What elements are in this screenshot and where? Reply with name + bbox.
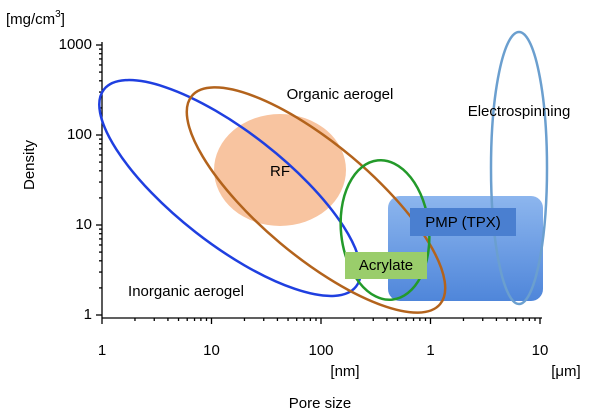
y-tick-label: 1 — [84, 306, 92, 323]
region-label: Inorganic aerogel — [128, 283, 244, 300]
region-label: RF — [270, 163, 290, 180]
organic-region — [185, 86, 447, 314]
x-tick-label: 1 — [426, 342, 434, 359]
x-tick-label: 100 — [308, 342, 333, 359]
rf-region — [214, 114, 346, 226]
pmp-label-box — [410, 208, 516, 236]
x-unit: [μm] — [551, 363, 580, 380]
x-unit: [nm] — [330, 363, 359, 380]
y-axis-label: Density — [21, 139, 38, 190]
acrylate-label-box — [345, 252, 427, 279]
axes: 1000 100 10 1 1 10 100 1 10 — [59, 36, 549, 359]
region-label: Electrospinning — [468, 103, 571, 120]
x-tick-label: 10 — [532, 342, 549, 359]
region-label: PMP (TPX) — [425, 214, 501, 231]
x-tick-label: 1 — [98, 342, 106, 359]
inorganic-region — [98, 78, 362, 298]
y-tick-label: 10 — [75, 216, 92, 233]
y-tick-label: 100 — [67, 126, 92, 143]
y-tick-label: 1000 — [59, 36, 92, 53]
x-tick-label: 10 — [203, 342, 220, 359]
region-label: Acrylate — [359, 257, 413, 274]
y-unit: [mg/cm3] — [6, 9, 65, 28]
region-label: Organic aerogel — [287, 86, 394, 103]
electrospinning-region — [489, 30, 549, 306]
x-axis-label: Pore size — [289, 395, 352, 412]
